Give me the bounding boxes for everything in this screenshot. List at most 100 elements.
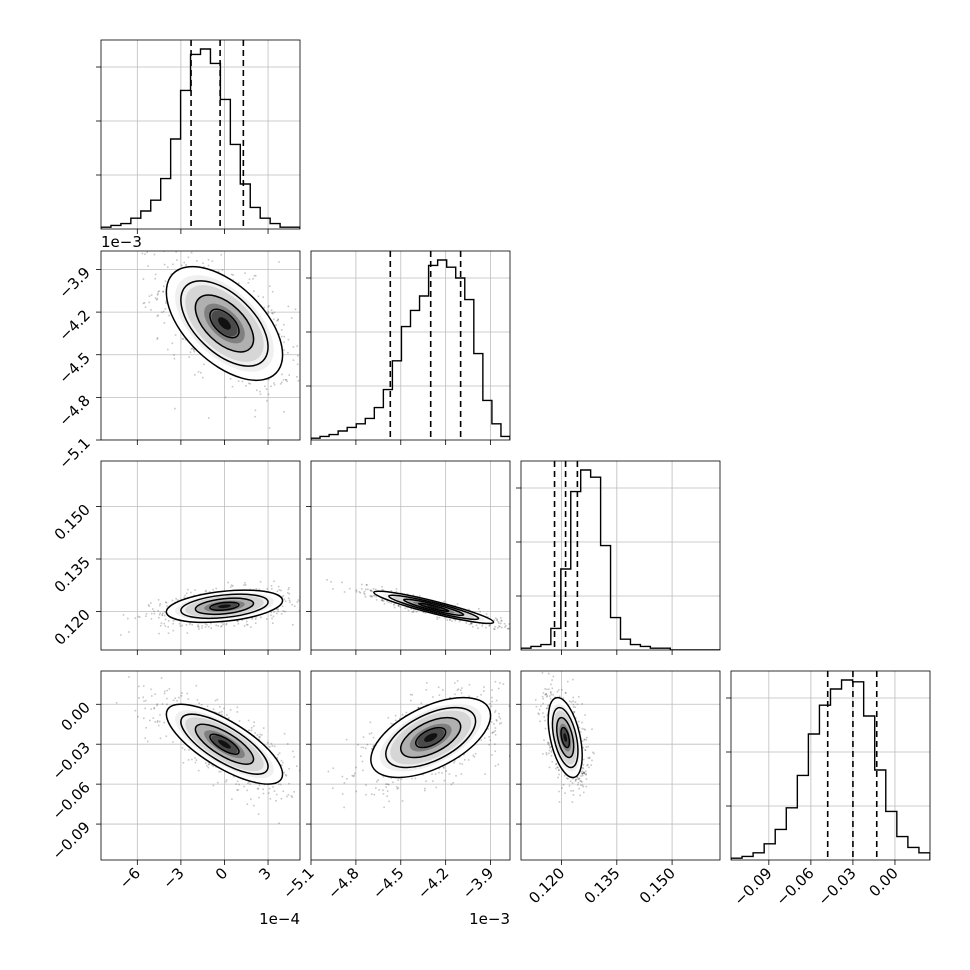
scatter-point [453,760,456,762]
scatter-point [267,742,269,744]
scatter-point [370,595,372,598]
panel-frame [310,670,511,861]
scatter-point [154,721,156,723]
scatter-point [204,623,207,625]
scatter-point [367,588,369,591]
scatter-point [271,588,273,590]
scatter-point [266,618,268,620]
scatter-point [583,791,585,794]
scatter-point [460,692,463,694]
scatter-point [366,584,368,586]
scatter-point [370,590,372,592]
scatter-point [588,757,591,760]
scatter-point [585,746,587,748]
scatter-point [149,719,151,722]
scatter-point [438,771,440,774]
scatter-point [183,748,186,751]
scatter-point [426,682,428,684]
scatter-point [481,625,483,627]
scatter-point [512,629,514,631]
panel-frame [310,460,511,651]
scatter-point [194,761,197,764]
scatter-point [394,719,397,722]
scatter-point [163,310,165,313]
scatter-point [386,600,388,603]
scatter-point [343,782,346,784]
scatter-point [224,396,227,399]
scatter-point [172,622,174,625]
scatter-point [375,787,377,789]
scatter-point [156,299,158,301]
scatter-point [175,597,177,600]
scatter-point [148,605,150,607]
scatter-point [398,604,400,607]
scatter-point [236,711,239,713]
scatter-point [253,725,255,727]
scatter-point [298,609,300,612]
scatter-point [390,722,392,725]
scatter-point [494,765,497,767]
scatter-point [297,380,300,382]
scatter-point [341,581,343,584]
scatter-point [372,588,375,590]
scatter-point [460,689,462,691]
scatter-point [258,784,261,786]
scatter-point [171,247,173,249]
histogram-panel [726,670,931,865]
scatter-point [182,338,185,340]
scatter-point [179,625,182,627]
scatter-point [332,787,334,789]
scatter-point [266,588,268,590]
scatter-point [424,787,426,790]
histogram-panel [306,250,511,445]
scatter-point [454,693,456,696]
scatter-point [281,373,283,376]
scatter-point [157,314,159,317]
scatter-point [284,600,287,602]
scatter-point [499,722,501,725]
scatter-point [262,788,264,791]
scatter-point [374,594,376,596]
scatter-point [272,622,274,624]
scatter-point [185,624,188,626]
scatter-point [203,363,205,366]
scatter-point [381,599,383,601]
scatter-point [394,714,397,717]
panel-frame [100,460,301,651]
scatter-point [341,793,344,795]
scatter-point [381,585,383,588]
scatter-point [165,735,168,737]
scatter-point [150,708,152,710]
scatter-point [250,729,253,732]
scatter-point [286,380,288,383]
scatter-point [288,782,290,785]
scatter-point [351,774,354,777]
density-contour [209,733,240,755]
scatter-point [187,256,190,259]
scatter-point [167,266,169,268]
scatter-point [461,687,463,689]
scatter-point [182,762,185,764]
scatter-point [203,265,205,268]
scatter-point [190,251,193,254]
scatter-point [352,775,355,778]
scatter-point [417,706,420,709]
scatter-point [572,696,574,699]
scatter-point [210,622,212,625]
scatter-point [330,581,332,583]
scatter-point [309,819,311,821]
scatter-point [372,745,374,748]
scatter-point [417,707,420,709]
density-contour [218,739,231,749]
scatter-point [156,337,159,339]
scatter-point [197,769,200,772]
scatter-point [143,717,145,720]
scatter-point [236,780,239,783]
scatter-point [221,269,224,271]
scatter-point [288,587,290,589]
scatter-point [372,736,375,739]
scatter-point [297,599,300,601]
scatter-point [156,315,159,317]
scatter-point [247,719,250,722]
density-contour [194,723,255,765]
